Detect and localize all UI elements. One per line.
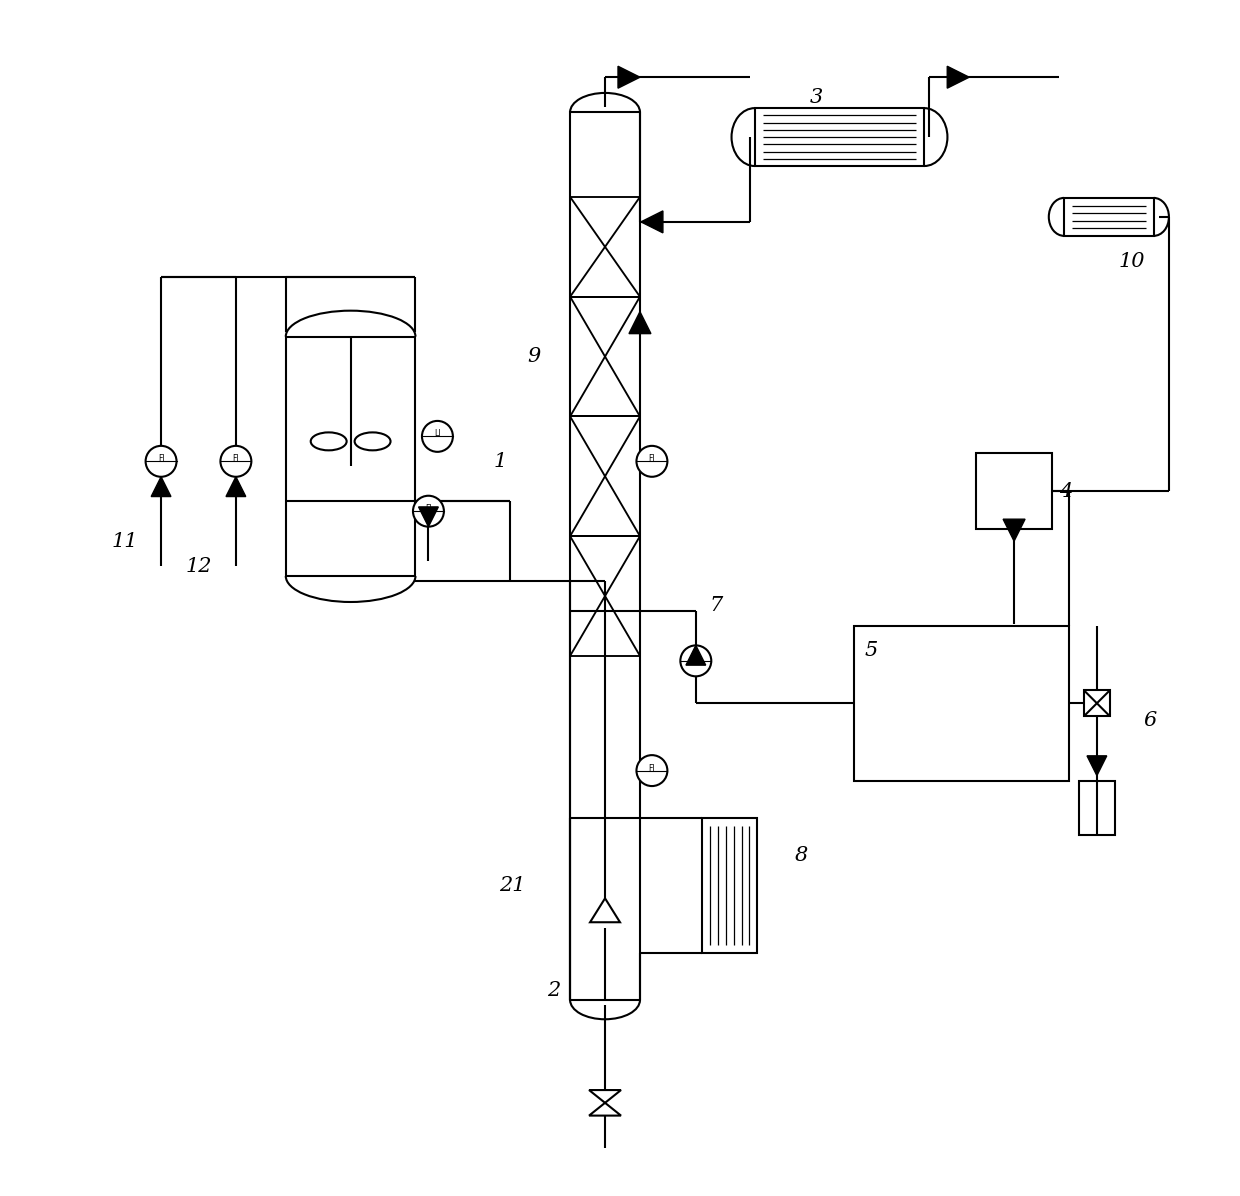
Polygon shape (151, 477, 171, 496)
Text: 10: 10 (1118, 252, 1146, 271)
Text: 11: 11 (112, 532, 138, 550)
Text: 12: 12 (186, 556, 212, 575)
Text: FI: FI (649, 763, 655, 773)
Circle shape (422, 421, 453, 452)
Text: 2: 2 (547, 981, 560, 1000)
Circle shape (636, 755, 667, 786)
Bar (570, 112, 640, 1000)
Text: 3: 3 (810, 87, 823, 106)
Bar (976, 453, 1052, 529)
Bar (1064, 197, 1153, 236)
Bar (1079, 781, 1115, 836)
Bar (854, 626, 1069, 781)
Text: FI: FI (425, 505, 432, 513)
Polygon shape (947, 66, 970, 89)
Text: 4: 4 (1059, 482, 1073, 501)
Polygon shape (1087, 756, 1107, 775)
Polygon shape (419, 507, 438, 526)
Text: FI: FI (692, 654, 699, 663)
Circle shape (636, 446, 667, 477)
Polygon shape (226, 477, 246, 496)
Text: 21: 21 (498, 875, 526, 895)
Text: FI: FI (233, 454, 239, 463)
Text: 6: 6 (1143, 712, 1157, 731)
Polygon shape (629, 312, 651, 334)
Text: FI: FI (157, 454, 165, 463)
Circle shape (221, 446, 252, 477)
Text: 7: 7 (709, 597, 723, 616)
Text: 1: 1 (494, 452, 507, 471)
Polygon shape (1003, 519, 1025, 541)
Text: 5: 5 (864, 641, 878, 660)
Bar (285, 336, 415, 576)
Bar (1084, 690, 1110, 716)
Text: 9: 9 (527, 347, 541, 366)
Bar (755, 108, 924, 166)
Polygon shape (641, 210, 663, 233)
Polygon shape (686, 646, 706, 665)
Text: LI: LI (434, 429, 440, 439)
Circle shape (681, 646, 712, 676)
Polygon shape (618, 66, 640, 89)
Circle shape (413, 495, 444, 526)
Text: FI: FI (649, 454, 655, 463)
Bar (702, 818, 758, 953)
Circle shape (145, 446, 176, 477)
Text: 8: 8 (795, 846, 807, 865)
